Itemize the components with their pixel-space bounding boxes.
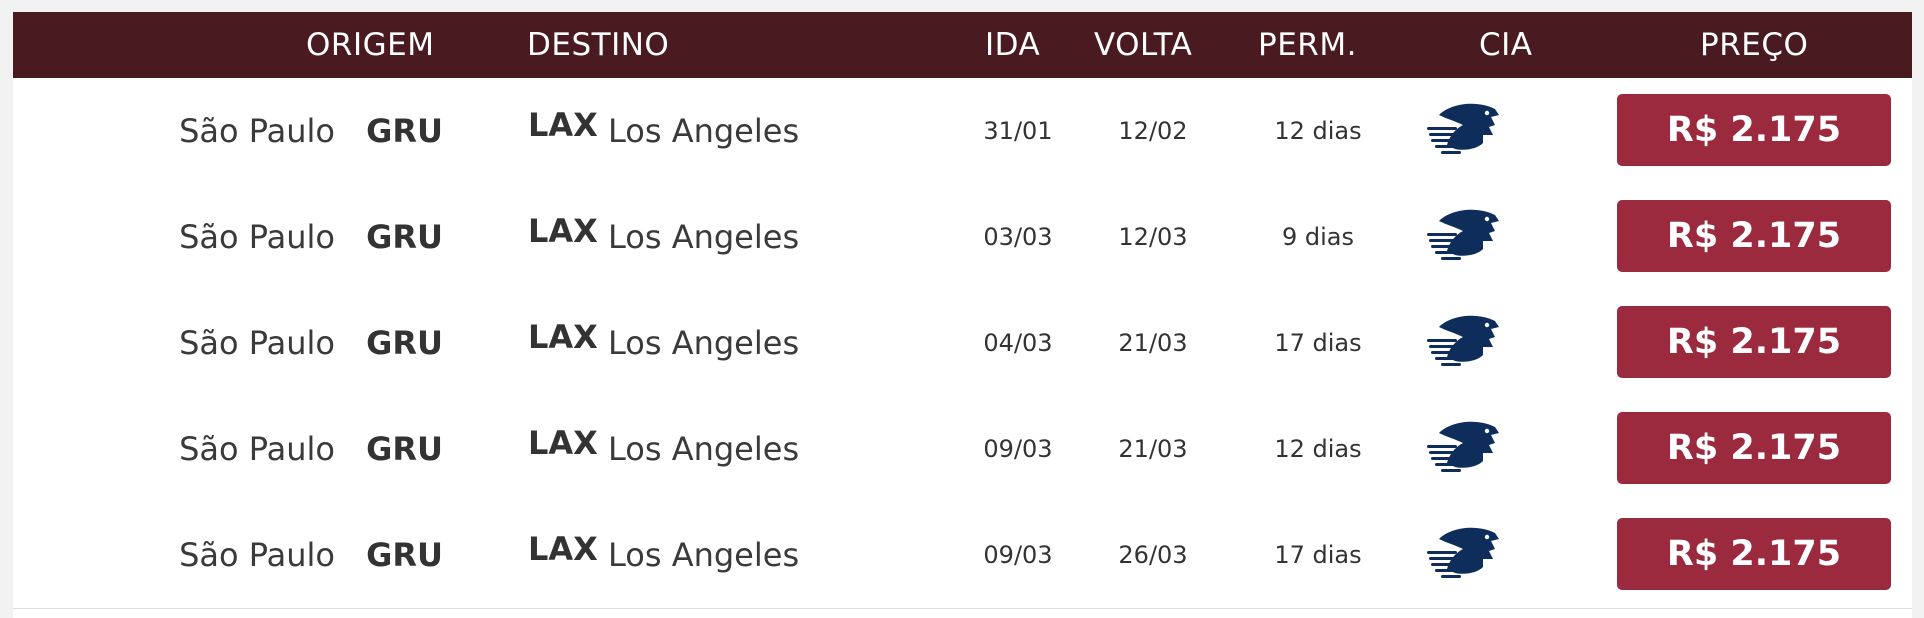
table-row[interactable]: São Paulo GRU LAX Los Angeles 04/03 21/0… xyxy=(13,290,1912,397)
origin-city: São Paulo xyxy=(179,536,335,574)
destination-city: Los Angeles xyxy=(608,112,800,150)
departure-date: 04/03 xyxy=(983,329,1053,357)
stay-duration: 17 dias xyxy=(1274,541,1362,569)
origin-city: São Paulo xyxy=(179,218,335,256)
departure-date: 09/03 xyxy=(983,435,1053,463)
stay-duration: 9 dias xyxy=(1281,223,1354,251)
destination-code: LAX xyxy=(528,318,598,356)
origin-code: GRU xyxy=(366,430,443,468)
destination-city: Los Angeles xyxy=(608,324,800,362)
destination-code: LAX xyxy=(528,424,598,462)
header-volta: VOLTA xyxy=(1094,27,1193,63)
origin-city: São Paulo xyxy=(179,112,335,150)
return-date: 12/02 xyxy=(1118,117,1188,145)
origin-code: GRU xyxy=(366,536,443,574)
eagle-airline-logo-icon xyxy=(1427,421,1499,472)
departure-date: 03/03 xyxy=(983,223,1053,251)
origin-city: São Paulo xyxy=(179,324,335,362)
eagle-airline-logo-icon xyxy=(1427,209,1499,260)
eagle-airline-logo-icon xyxy=(1427,103,1499,154)
origin-code: GRU xyxy=(366,112,443,150)
eagle-airline-logo-icon xyxy=(1427,527,1499,578)
destination-city: Los Angeles xyxy=(608,430,800,468)
departure-date: 31/01 xyxy=(983,117,1053,145)
price-button[interactable]: R$ 2.175 xyxy=(1617,518,1891,590)
airline-logo-icon xyxy=(1398,502,1528,608)
table-row[interactable]: São Paulo GRU LAX Los Angeles 03/03 12/0… xyxy=(13,184,1912,291)
destination-city: Los Angeles xyxy=(608,218,800,256)
origin-code: GRU xyxy=(366,218,443,256)
return-date: 12/03 xyxy=(1118,223,1188,251)
origin-city: São Paulo xyxy=(179,430,335,468)
eagle-airline-logo-icon xyxy=(1427,315,1499,366)
table-row[interactable]: São Paulo GRU LAX Los Angeles 31/01 12/0… xyxy=(13,78,1912,185)
price-button[interactable]: R$ 2.175 xyxy=(1617,200,1891,272)
price-button[interactable]: R$ 2.175 xyxy=(1617,412,1891,484)
destination-code: LAX xyxy=(528,212,598,250)
header-cia: CIA xyxy=(1479,27,1533,63)
return-date: 21/03 xyxy=(1118,435,1188,463)
flights-table: ORIGEM DESTINO IDA VOLTA PERM. CIA PREÇO… xyxy=(13,12,1912,618)
header-destino: DESTINO xyxy=(527,27,670,63)
table-row[interactable]: São Paulo GRU LAX Los Angeles 09/03 21/0… xyxy=(13,396,1912,503)
stay-duration: 12 dias xyxy=(1274,435,1362,463)
header-preco: PREÇO xyxy=(1700,27,1809,63)
table-row[interactable]: São Paulo GRU LAX Los Angeles 09/03 26/0… xyxy=(13,502,1912,609)
price-button[interactable]: R$ 2.175 xyxy=(1617,306,1891,378)
table-header: ORIGEM DESTINO IDA VOLTA PERM. CIA PREÇO xyxy=(13,12,1912,78)
header-ida: IDA xyxy=(985,27,1041,63)
departure-date: 09/03 xyxy=(983,541,1053,569)
origin-code: GRU xyxy=(366,324,443,362)
destination-code: LAX xyxy=(528,530,598,568)
destination-city: Los Angeles xyxy=(608,536,800,574)
airline-logo-icon xyxy=(1398,78,1528,184)
header-origem: ORIGEM xyxy=(306,27,435,63)
stay-duration: 12 dias xyxy=(1274,117,1362,145)
price-button[interactable]: R$ 2.175 xyxy=(1617,94,1891,166)
stay-duration: 17 dias xyxy=(1274,329,1362,357)
return-date: 26/03 xyxy=(1118,541,1188,569)
header-perm: PERM. xyxy=(1258,27,1357,63)
destination-code: LAX xyxy=(528,106,598,144)
return-date: 21/03 xyxy=(1118,329,1188,357)
airline-logo-icon xyxy=(1398,290,1528,396)
airline-logo-icon xyxy=(1398,396,1528,502)
airline-logo-icon xyxy=(1398,184,1528,290)
